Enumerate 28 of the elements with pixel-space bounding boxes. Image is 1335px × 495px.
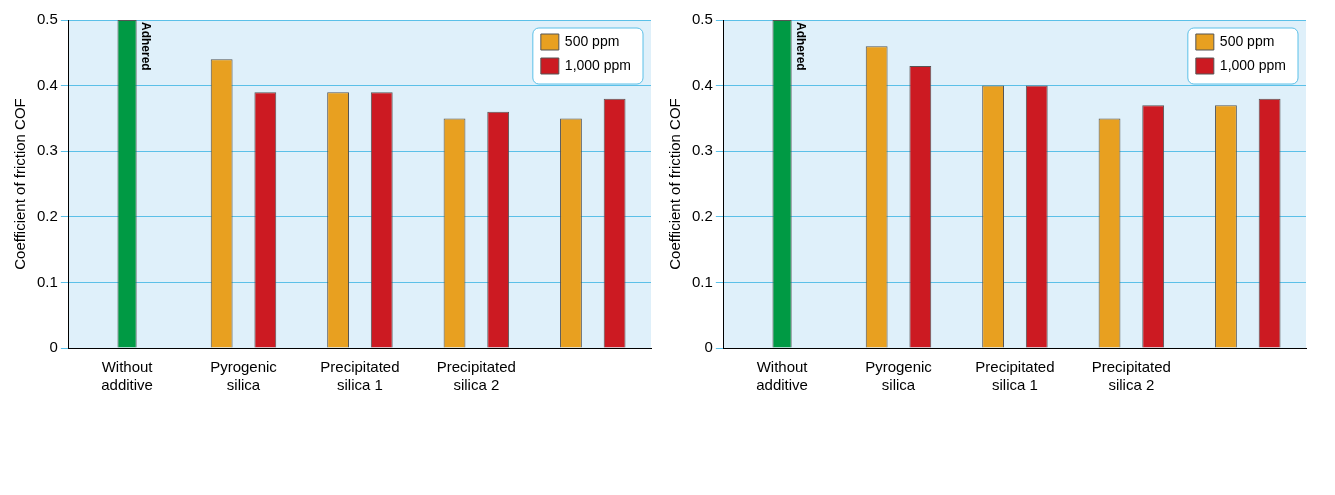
legend-label: 500 ppm xyxy=(1219,32,1275,49)
y-axis-title: Coefficient of friction COF xyxy=(11,98,29,270)
legend-label: 1,000 ppm xyxy=(564,56,632,73)
y-tick-label: 0 xyxy=(49,338,58,356)
y-tick-label: 0.5 xyxy=(691,10,713,28)
x-tick-label: Precipitated silica 1 xyxy=(320,358,400,394)
legend-label: 500 ppm xyxy=(564,32,620,49)
legend-label: 1,000 ppm xyxy=(1219,56,1287,73)
y-axis-title: Coefficient of friction COF xyxy=(666,98,684,270)
x-tick-label: Pyrogenic silica xyxy=(210,358,278,394)
y-tick-label: 0.2 xyxy=(691,206,713,224)
y-tick-label: 0.1 xyxy=(36,272,58,290)
y-tick-label: 0.4 xyxy=(36,75,58,93)
x-tick-label: Precipitated silica 2 xyxy=(1091,358,1171,394)
y-tick-label: 0.5 xyxy=(36,10,58,28)
y-tick-label: 0.2 xyxy=(36,206,58,224)
x-tick-label: Precipitated silica 2 xyxy=(436,358,516,394)
x-tick-label: Precipitated silica 1 xyxy=(975,358,1055,394)
y-tick-label: 0.3 xyxy=(691,141,713,159)
x-tick-label: Pyrogenic silica xyxy=(865,358,933,394)
x-tick-label: Without additive xyxy=(756,358,809,394)
y-tick-label: 0.3 xyxy=(36,141,58,159)
annotation: Adhered xyxy=(139,22,154,71)
y-tick-label: 0.1 xyxy=(691,272,713,290)
y-tick-label: 0.4 xyxy=(691,75,713,93)
annotation: Adhered xyxy=(794,22,809,71)
y-tick-label: 0 xyxy=(704,338,713,356)
x-tick-label: Without additive xyxy=(101,358,154,394)
